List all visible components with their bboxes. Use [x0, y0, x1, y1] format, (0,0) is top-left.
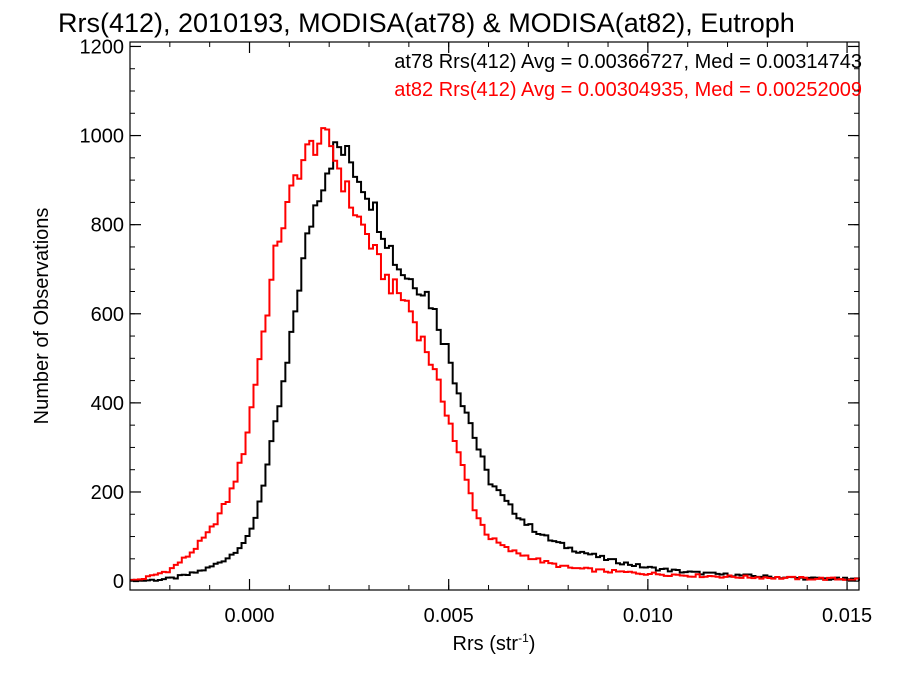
y-tick-label: 200 [91, 482, 124, 504]
stats-line-at78: at78 Rrs(412) Avg = 0.00366727, Med = 0.… [394, 51, 862, 73]
stats-line-at82: at82 Rrs(412) Avg = 0.00304935, Med = 0.… [394, 79, 862, 101]
series-line-1 [130, 127, 860, 582]
chart-title: Rrs(412), 2010193, MODISA(at78) & MODISA… [58, 8, 795, 38]
x-tick-label: 0.000 [224, 605, 274, 627]
stats-legend: at78 Rrs(412) Avg = 0.00366727, Med = 0.… [394, 51, 862, 101]
y-tick-label: 1200 [80, 36, 125, 58]
y-tick-label: 1000 [80, 126, 125, 148]
x-tick-label: 0.010 [623, 605, 673, 627]
ticks-layer: 0.000 0.005 0.010 0.015 0 200 400 600 800 1000 120… [80, 36, 873, 627]
x-tick-label: 0.005 [424, 605, 474, 627]
x-axis-label-text: Rrs (str [453, 633, 519, 655]
series-layer [130, 127, 860, 583]
plot-frame [129, 41, 860, 591]
y-axis-label: Number of Observations [31, 208, 53, 425]
x-axis-label-superscript: -1 [518, 631, 529, 645]
x-tick-label: 0.015 [822, 605, 872, 627]
series-line-0 [130, 141, 860, 583]
y-tick-label: 400 [91, 393, 124, 415]
y-tick-label: 600 [91, 304, 124, 326]
x-axis-label: Rrs (str-1) [453, 631, 536, 655]
x-axis-label-close: ) [529, 633, 536, 655]
y-tick-label: 800 [91, 215, 124, 237]
y-tick-label: 0 [113, 571, 124, 593]
